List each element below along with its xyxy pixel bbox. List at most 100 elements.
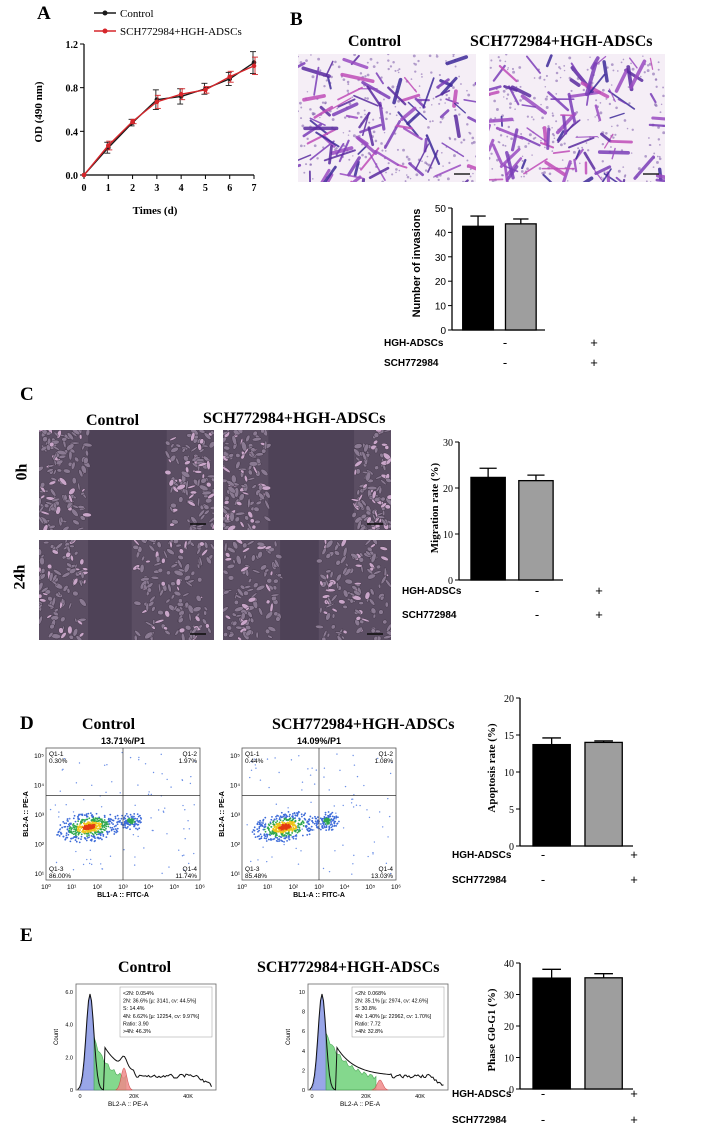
flow-q4-value: 11.74% <box>175 873 197 880</box>
apoptosis-title-control: Control <box>82 716 135 734</box>
flow-event <box>127 816 129 818</box>
flow-event <box>130 757 131 758</box>
pore-dot <box>507 69 509 71</box>
flow-event <box>308 823 310 825</box>
flow-event <box>288 811 290 813</box>
condition-sign: + <box>590 336 598 350</box>
apoptosis-y-tick-label: 20 <box>504 694 514 705</box>
flow-event <box>123 849 124 850</box>
pore-dot <box>466 90 468 92</box>
flow-event <box>182 780 183 781</box>
flow-event <box>254 826 256 828</box>
pore-dot <box>524 145 527 148</box>
cell <box>146 603 149 611</box>
pore-dot <box>555 79 558 82</box>
cell <box>378 609 383 614</box>
flow-event <box>311 767 312 768</box>
cell <box>170 581 175 586</box>
pore-dot <box>372 119 374 121</box>
flow-event <box>78 814 80 816</box>
pore-dot <box>351 96 353 98</box>
flow-event <box>78 830 80 832</box>
migration-bar <box>471 477 505 580</box>
condition-label-sch772984: SCH772984 <box>384 358 439 369</box>
flow-event <box>83 864 84 865</box>
flow-event <box>81 826 83 828</box>
pore-dot <box>602 89 605 92</box>
flow-event <box>309 816 311 818</box>
flow-event <box>96 813 98 815</box>
flow-q1-value: 0.30% <box>49 758 68 765</box>
flow-event <box>315 820 317 822</box>
flow-event <box>90 850 91 851</box>
migration-title-treated: SCH772984+HGH-ADSCs <box>203 410 385 428</box>
cycle-title-control: Control <box>118 959 171 977</box>
flow-event <box>114 831 116 833</box>
invasion-image-treated <box>489 54 665 182</box>
flow-event <box>93 830 95 832</box>
flow-event <box>314 783 315 784</box>
pore-dot <box>506 136 508 138</box>
flow-q2-label: Q1-2 <box>183 751 198 758</box>
flow-event <box>111 830 113 832</box>
pore-dot <box>380 142 383 145</box>
flow-event <box>295 848 296 849</box>
flow-event <box>76 823 78 825</box>
pore-dot <box>624 119 627 122</box>
pore-dot <box>510 137 513 140</box>
flow-event <box>359 805 360 806</box>
pore-dot <box>334 61 337 64</box>
flow-event <box>77 834 79 836</box>
pore-dot <box>370 58 373 61</box>
flow-event <box>257 821 259 823</box>
pore-dot <box>609 103 611 105</box>
pore-dot <box>375 140 378 143</box>
flow-event <box>387 836 388 837</box>
growth-data-point <box>82 173 87 178</box>
pore-dot <box>496 108 499 111</box>
flow-event <box>124 826 126 828</box>
flow-event <box>145 763 146 764</box>
flow-event <box>324 818 326 820</box>
pore-dot <box>303 145 305 147</box>
flow-event <box>331 824 333 826</box>
flow-event <box>75 829 77 831</box>
flow-event <box>386 863 387 864</box>
pore-dot <box>314 144 317 147</box>
flow-event <box>351 873 352 874</box>
flow-event <box>334 821 336 823</box>
pore-dot <box>653 166 655 168</box>
flow-event <box>137 820 139 822</box>
flow-event <box>90 859 91 860</box>
pore-dot <box>348 159 350 161</box>
pore-dot <box>493 100 496 103</box>
pore-dot <box>429 120 431 122</box>
flow-event <box>276 818 278 820</box>
flow-event <box>335 812 336 813</box>
pore-dot <box>406 174 408 176</box>
cycle-y-tick-label: 30 <box>504 991 514 1002</box>
flow-event <box>74 833 76 835</box>
pore-dot <box>413 54 416 57</box>
flow-event <box>100 820 102 822</box>
flow-event <box>278 772 279 773</box>
flow-event <box>332 825 334 827</box>
flow-event <box>335 818 336 819</box>
flow-event <box>296 836 297 837</box>
invading-cell <box>489 119 511 121</box>
cell <box>359 602 364 605</box>
flow-event <box>75 821 77 823</box>
flow-event <box>272 828 274 830</box>
flow-event <box>264 837 266 839</box>
flow-event <box>329 871 330 872</box>
flow-event <box>343 805 344 806</box>
flow-event <box>256 828 258 830</box>
pore-dot <box>505 61 507 63</box>
flow-q2-label: Q1-2 <box>379 751 394 758</box>
flow-event <box>325 812 327 814</box>
flow-event <box>140 817 142 819</box>
pore-dot <box>594 116 595 117</box>
flow-event <box>336 753 337 754</box>
flow-event <box>106 764 107 765</box>
flow-event <box>290 817 292 819</box>
